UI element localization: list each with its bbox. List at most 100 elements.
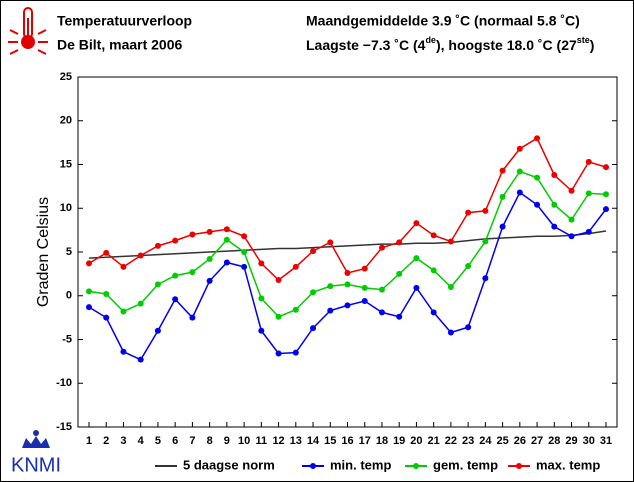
- y-tick-label: 0: [66, 290, 72, 302]
- y-tick-label: 25: [60, 71, 72, 83]
- data-point: [241, 249, 248, 255]
- thermometer-icon: [8, 7, 48, 55]
- data-point: [413, 284, 420, 291]
- data-point: [378, 309, 385, 316]
- data-point: [551, 172, 558, 178]
- data-point: [172, 272, 179, 279]
- data-point: [603, 164, 609, 171]
- data-point: [534, 174, 541, 181]
- data-point: [292, 349, 299, 356]
- data-point: [465, 263, 472, 269]
- x-tick-label: 4: [138, 435, 145, 447]
- stats-line1: Maandgemiddelde 3.9 ˚C (normaal 5.8 ˚C): [306, 13, 580, 29]
- data-point: [137, 356, 144, 363]
- data-point: [585, 190, 592, 197]
- data-point: [603, 191, 609, 198]
- data-point: [465, 324, 472, 331]
- data-point: [172, 237, 179, 244]
- knmi-logo: [22, 430, 50, 448]
- stats-sup: de: [425, 35, 436, 45]
- x-tick-label: 16: [341, 435, 353, 447]
- data-point: [189, 231, 196, 238]
- x-tick-label: 13: [290, 435, 302, 447]
- x-tick-label: 18: [376, 435, 388, 447]
- x-tick-label: 26: [514, 435, 526, 447]
- data-point: [310, 325, 317, 332]
- x-tick-label: 10: [238, 435, 250, 447]
- data-point: [378, 286, 385, 293]
- data-point: [154, 327, 161, 334]
- data-point: [344, 302, 351, 309]
- data-point: [551, 223, 558, 230]
- x-tick-label: 6: [172, 435, 178, 447]
- data-point: [499, 193, 506, 200]
- data-point: [310, 289, 317, 296]
- data-point: [499, 223, 506, 230]
- title: Temperatuurverloop: [57, 13, 192, 29]
- data-point: [86, 288, 92, 295]
- x-tick-label: 24: [479, 435, 492, 447]
- data-point: [137, 300, 144, 307]
- y-axis-label: Graden Celsius: [35, 197, 52, 307]
- x-tick-label: 21: [428, 435, 440, 447]
- data-point: [585, 228, 592, 235]
- data-point: [534, 135, 541, 142]
- data-point: [258, 295, 265, 302]
- x-tick-label: 8: [207, 435, 213, 447]
- data-point: [292, 306, 299, 313]
- x-tick-label: 11: [256, 435, 268, 447]
- data-point: [310, 248, 317, 255]
- x-tick-label: 30: [583, 435, 595, 447]
- y-tick-label: 15: [60, 158, 72, 170]
- data-point: [396, 270, 403, 277]
- data-point: [327, 239, 334, 246]
- x-tick-label: 25: [496, 435, 508, 447]
- data-point: [516, 168, 523, 175]
- data-point: [275, 277, 282, 283]
- x-tick-label: 22: [445, 435, 457, 447]
- data-point: [568, 233, 575, 240]
- data-point: [585, 158, 592, 165]
- data-point: [447, 238, 454, 245]
- data-point: [344, 270, 351, 276]
- data-point: [241, 233, 248, 240]
- data-point: [275, 313, 282, 320]
- x-tick-label: 7: [189, 435, 195, 447]
- data-point: [361, 298, 368, 304]
- data-point: [327, 283, 334, 290]
- data-point: [206, 277, 213, 284]
- data-point: [447, 329, 454, 336]
- data-point: [258, 260, 265, 267]
- x-tick-label: 1: [86, 435, 92, 447]
- data-point: [120, 308, 127, 315]
- data-point: [86, 260, 92, 267]
- data-point: [413, 255, 420, 262]
- data-point: [534, 201, 541, 208]
- data-point: [516, 145, 523, 152]
- x-tick-label: 29: [565, 435, 577, 447]
- stats-part: ), hoogste 18.0 ˚C (27: [436, 37, 577, 53]
- legend-marker: [413, 463, 419, 469]
- legend-marker: [310, 463, 316, 469]
- legend-marker: [516, 463, 522, 469]
- x-tick-label: 23: [462, 435, 474, 447]
- x-tick-label: 20: [410, 435, 422, 447]
- y-tick-label: -5: [62, 333, 72, 345]
- stats-part: ): [590, 37, 595, 53]
- data-point: [154, 281, 161, 288]
- x-tick-label: 12: [272, 435, 284, 447]
- data-point: [154, 242, 161, 249]
- data-point: [430, 309, 437, 316]
- y-tick-label: 10: [60, 202, 72, 214]
- data-point: [413, 220, 420, 227]
- data-point: [499, 167, 506, 174]
- data-point: [223, 236, 230, 243]
- data-point: [603, 206, 609, 213]
- data-point: [120, 263, 127, 270]
- x-tick-label: 3: [120, 435, 126, 447]
- data-point: [378, 244, 385, 251]
- x-tick-label: 17: [359, 435, 371, 447]
